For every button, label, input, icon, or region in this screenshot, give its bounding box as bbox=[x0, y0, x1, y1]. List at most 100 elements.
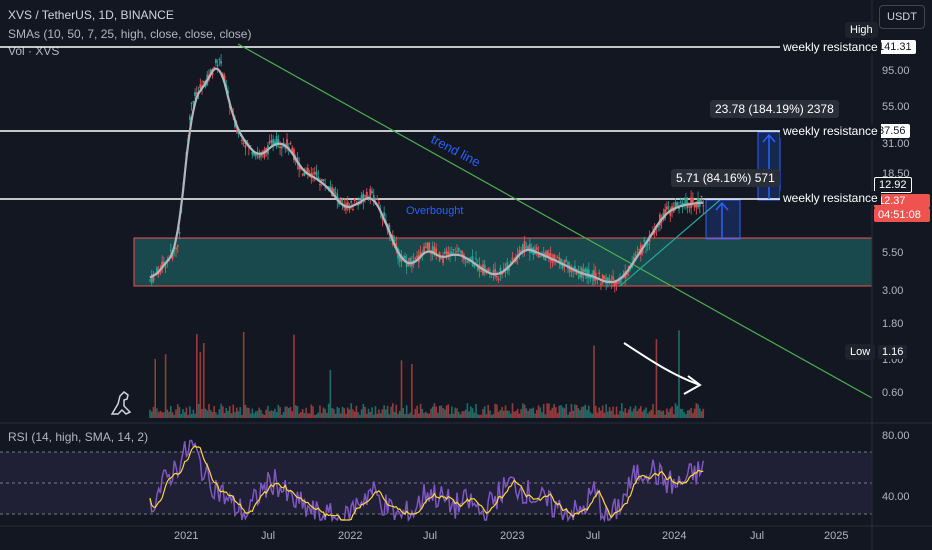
price-axis-label: 31.00 bbox=[882, 138, 910, 150]
volume-bar bbox=[596, 412, 599, 418]
candle bbox=[556, 257, 559, 259]
volume-bar bbox=[501, 407, 503, 418]
volume-bar bbox=[164, 354, 167, 418]
candle bbox=[489, 269, 491, 271]
candle bbox=[678, 207, 680, 210]
volume-bar bbox=[289, 406, 292, 418]
volume-bar bbox=[251, 408, 254, 418]
currency-button[interactable]: USDT bbox=[879, 5, 925, 29]
candle bbox=[322, 179, 325, 181]
candle bbox=[617, 282, 620, 284]
candle bbox=[362, 193, 365, 202]
candle bbox=[149, 279, 151, 281]
candle bbox=[589, 275, 592, 280]
volume-bar bbox=[307, 413, 309, 418]
candle bbox=[456, 250, 458, 252]
volume-bar bbox=[272, 410, 274, 418]
candle bbox=[645, 245, 647, 247]
volume-bar bbox=[546, 403, 548, 418]
volume-bar bbox=[530, 408, 533, 418]
volume-bar bbox=[317, 412, 320, 418]
volume-bar bbox=[671, 406, 673, 418]
volume-bar bbox=[418, 413, 420, 418]
volume-bar bbox=[395, 404, 398, 418]
volume-bar bbox=[535, 409, 538, 418]
candle bbox=[168, 260, 170, 262]
candle bbox=[365, 191, 368, 199]
candle bbox=[220, 60, 223, 64]
volume-bar bbox=[527, 411, 529, 418]
volume-bar bbox=[270, 410, 273, 418]
candle bbox=[202, 80, 205, 83]
candle bbox=[553, 254, 556, 260]
candle bbox=[273, 141, 276, 146]
volume-bar bbox=[702, 408, 705, 418]
volume-bar bbox=[568, 411, 571, 418]
volume-bar bbox=[263, 414, 266, 418]
candle bbox=[643, 239, 646, 242]
volume-bar bbox=[282, 411, 285, 418]
volume-bar bbox=[664, 414, 666, 418]
volume-bar bbox=[352, 409, 354, 418]
rsi-legend[interactable]: RSI (14, high, SMA, 14, 2) bbox=[8, 430, 149, 444]
candle bbox=[407, 262, 410, 266]
candle bbox=[525, 246, 528, 249]
resistance-label[interactable]: weekly resistance bbox=[780, 40, 881, 54]
candle bbox=[280, 146, 283, 149]
volume-bar bbox=[482, 409, 484, 418]
volume-bar bbox=[411, 364, 413, 418]
candle bbox=[561, 265, 564, 269]
overlap-label: Overbought bbox=[406, 205, 463, 217]
volume-bar bbox=[369, 412, 372, 418]
volume-bar bbox=[239, 407, 241, 418]
volume-bar bbox=[624, 408, 627, 418]
volume-bar bbox=[208, 404, 210, 418]
volume-bar bbox=[645, 407, 647, 418]
candle bbox=[646, 243, 649, 246]
candle bbox=[410, 261, 413, 267]
volume-bar bbox=[686, 410, 689, 418]
volume-bar bbox=[513, 411, 516, 418]
volume-bar bbox=[674, 403, 677, 418]
volume-bar bbox=[464, 409, 467, 418]
candle bbox=[249, 145, 252, 147]
volume-bar bbox=[693, 408, 696, 418]
volume-bar bbox=[475, 404, 477, 418]
volume-bar bbox=[653, 414, 656, 418]
candle bbox=[169, 250, 172, 252]
candle bbox=[483, 264, 486, 274]
measure-arrow-big-head bbox=[762, 133, 776, 143]
volume-bar bbox=[300, 411, 302, 418]
volume-bar bbox=[216, 414, 219, 418]
candle bbox=[157, 272, 160, 275]
candle bbox=[539, 255, 542, 257]
volume-bar bbox=[244, 404, 247, 418]
candle bbox=[216, 64, 219, 67]
volume-bar bbox=[655, 339, 658, 418]
time-axis-label: 2023 bbox=[500, 530, 525, 542]
volume-bar bbox=[402, 408, 405, 418]
volume-bar bbox=[371, 407, 373, 418]
candle bbox=[291, 147, 294, 153]
candle bbox=[152, 274, 155, 282]
candle bbox=[424, 246, 427, 248]
volume-bar bbox=[378, 409, 380, 418]
trend-line[interactable] bbox=[237, 43, 873, 399]
support-line[interactable] bbox=[619, 199, 721, 287]
dino-logo-icon[interactable] bbox=[110, 391, 132, 415]
resistance-label[interactable]: weekly resistance bbox=[780, 124, 881, 138]
volume-bar bbox=[199, 351, 202, 418]
volume-bar bbox=[182, 409, 184, 418]
candle bbox=[476, 264, 479, 271]
volume-bar bbox=[548, 403, 550, 418]
candle bbox=[509, 261, 512, 264]
candle bbox=[667, 206, 670, 208]
candle bbox=[442, 255, 445, 263]
resistance-label[interactable]: weekly resistance bbox=[780, 191, 881, 205]
sma-legend[interactable]: SMAs (10, 50, 7, 25, high, close, close,… bbox=[8, 27, 252, 41]
candle bbox=[372, 194, 375, 202]
volume-bar bbox=[594, 405, 597, 418]
trend-line-label[interactable]: trend line bbox=[429, 131, 483, 169]
candle bbox=[383, 212, 386, 217]
